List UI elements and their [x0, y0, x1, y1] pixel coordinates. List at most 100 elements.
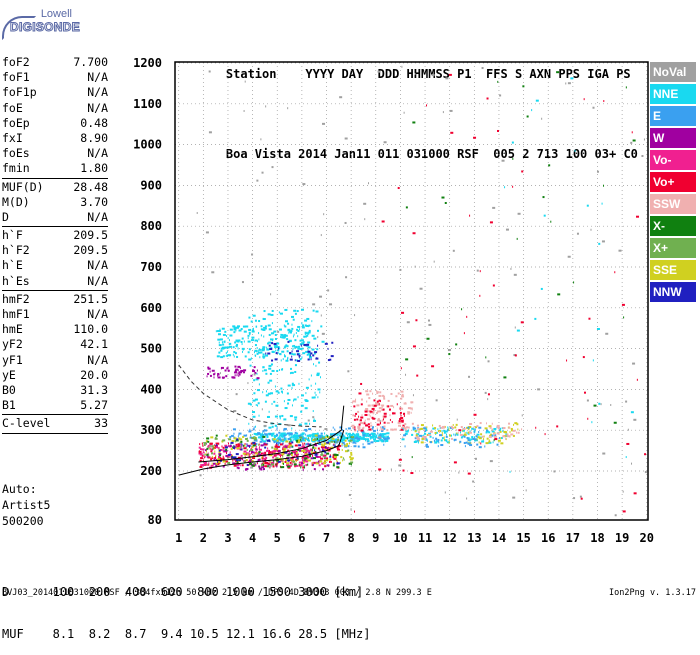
data-point	[264, 432, 266, 435]
data-point	[276, 428, 278, 431]
data-point	[207, 452, 209, 455]
data-point	[455, 343, 458, 346]
data-point	[294, 370, 297, 373]
data-point	[326, 457, 329, 460]
param-name: M(D)	[2, 194, 30, 209]
data-point	[311, 320, 313, 323]
param-value: N/A	[87, 146, 108, 161]
data-point	[268, 465, 272, 468]
header-label: Station	[225, 67, 277, 81]
data-point	[576, 232, 579, 235]
data-point	[361, 427, 364, 430]
data-point	[447, 429, 449, 432]
data-point	[511, 141, 514, 144]
data-point	[294, 339, 297, 342]
data-point	[332, 426, 334, 429]
param-name: C-level	[2, 416, 51, 431]
data-point	[478, 437, 482, 440]
data-point	[408, 411, 411, 414]
data-point	[250, 447, 252, 450]
data-point	[371, 432, 373, 435]
data-point	[376, 436, 378, 439]
data-point	[440, 444, 444, 447]
data-point	[220, 347, 224, 350]
param-name: h`F	[2, 228, 23, 243]
data-point	[282, 438, 284, 441]
data-point	[631, 131, 633, 134]
data-point	[236, 463, 240, 466]
data-point	[313, 468, 316, 471]
data-point	[373, 432, 376, 435]
data-point	[218, 456, 221, 459]
data-point	[614, 271, 616, 274]
data-point	[247, 402, 251, 405]
data-point	[203, 442, 207, 445]
data-point	[283, 346, 286, 349]
data-point	[488, 439, 490, 442]
data-point	[406, 426, 409, 429]
data-point	[592, 359, 594, 362]
data-point	[592, 106, 595, 109]
data-point	[501, 427, 503, 430]
data-point	[283, 445, 285, 448]
data-point	[516, 237, 518, 240]
data-point	[253, 351, 255, 354]
data-point	[233, 458, 236, 461]
data-point	[282, 452, 285, 455]
data-point	[261, 171, 264, 174]
data-point	[503, 430, 507, 433]
data-point	[234, 446, 238, 449]
data-point	[258, 414, 260, 417]
data-point	[293, 398, 297, 401]
data-point	[201, 448, 205, 451]
data-point	[369, 433, 372, 436]
data-point	[233, 410, 237, 413]
data-point	[489, 460, 493, 463]
data-point	[295, 458, 299, 461]
data-point	[296, 353, 299, 356]
data-point	[254, 354, 256, 357]
data-point	[491, 430, 495, 433]
data-point	[580, 497, 583, 500]
data-point	[441, 437, 444, 440]
data-point	[326, 464, 330, 467]
data-point	[328, 446, 330, 449]
data-point	[303, 343, 307, 346]
data-point	[250, 374, 253, 377]
data-point	[316, 437, 318, 440]
data-point	[462, 427, 466, 430]
data-point	[372, 392, 374, 395]
data-point	[386, 432, 390, 435]
data-point	[402, 424, 405, 427]
data-point	[367, 423, 370, 426]
data-point	[291, 435, 293, 438]
data-point	[414, 72, 416, 75]
data-point	[210, 464, 214, 467]
data-point	[480, 433, 483, 436]
data-point	[262, 356, 265, 359]
data-point	[235, 453, 239, 456]
data-point	[198, 446, 201, 449]
data-point	[442, 111, 444, 114]
data-point	[275, 349, 277, 352]
data-point	[289, 442, 292, 445]
data-point	[468, 427, 470, 430]
data-point	[573, 497, 576, 500]
data-point	[618, 249, 622, 252]
data-point	[427, 319, 430, 322]
data-point	[265, 456, 268, 459]
data-point	[303, 335, 306, 338]
data-point	[237, 325, 241, 328]
data-point	[534, 317, 537, 320]
data-point	[310, 384, 312, 387]
data-point	[286, 432, 290, 435]
data-point	[405, 206, 408, 209]
data-point	[448, 428, 450, 431]
data-point	[368, 413, 370, 416]
data-point	[216, 355, 220, 358]
data-point	[416, 429, 418, 432]
data-point	[435, 399, 438, 402]
data-point	[238, 445, 240, 448]
data-point	[253, 462, 256, 465]
data-point	[265, 354, 269, 357]
